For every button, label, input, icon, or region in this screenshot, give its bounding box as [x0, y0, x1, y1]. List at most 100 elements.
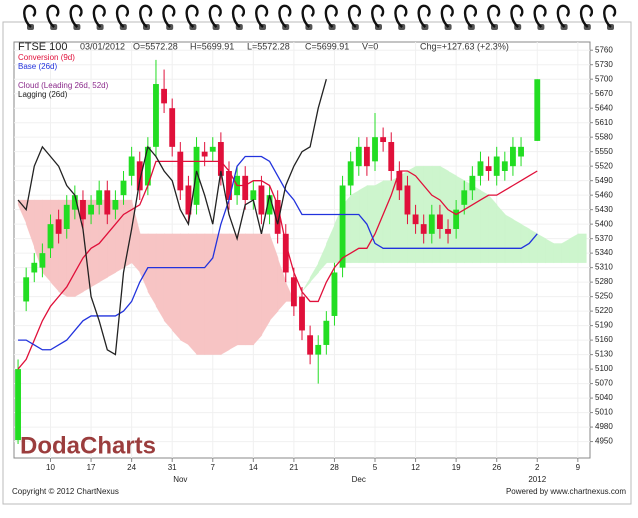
- candle-body: [323, 320, 330, 345]
- y-tick-label: 5490: [595, 176, 613, 185]
- ring: [324, 4, 338, 28]
- candle-body: [104, 190, 111, 215]
- y-tick-label: 5370: [595, 234, 613, 243]
- ring: [139, 4, 153, 28]
- candle-body: [493, 156, 500, 176]
- ring: [487, 4, 501, 28]
- x-tick-label: 19: [452, 463, 461, 472]
- y-tick-label: 5730: [595, 60, 613, 69]
- candle-body: [501, 161, 508, 172]
- cloud-area: [180, 233, 190, 346]
- candle-body: [96, 190, 103, 205]
- candle-body: [161, 88, 168, 104]
- y-tick-label: 5220: [595, 306, 613, 315]
- candle-body: [71, 195, 78, 210]
- candle-body: [169, 108, 176, 147]
- y-tick-label: 5610: [595, 118, 613, 127]
- candle-body: [307, 335, 314, 355]
- y-tick-label: 5700: [595, 74, 613, 83]
- indicator-line: [17, 160, 538, 370]
- x-month-label: 2012: [528, 475, 546, 484]
- cloud-area: [553, 243, 563, 263]
- y-tick-label: 5190: [595, 321, 613, 330]
- cloud-area: [163, 233, 173, 331]
- y-tick-label: 5520: [595, 161, 613, 170]
- candle-body: [80, 199, 86, 220]
- candle-body: [453, 209, 460, 229]
- cloud-area: [228, 233, 238, 351]
- candle-body: [153, 84, 159, 147]
- cloud-area: [374, 180, 384, 263]
- y-tick-label: 5310: [595, 263, 613, 272]
- cloud-area: [204, 233, 214, 355]
- copyright: Copyright © 2012 ChartNexus: [12, 487, 119, 496]
- y-tick-label: 5670: [595, 89, 613, 98]
- candle-body: [436, 214, 443, 229]
- y-tick-label: 5040: [595, 393, 613, 402]
- candle-body: [266, 195, 273, 215]
- cloud-area: [261, 233, 271, 336]
- candle-body: [209, 146, 216, 152]
- ring: [255, 4, 269, 28]
- cloud-area: [236, 233, 246, 346]
- y-tick-label: 5400: [595, 219, 613, 228]
- x-tick-label: 2: [535, 463, 540, 472]
- cloud-area: [123, 199, 133, 268]
- y-tick-label: 5460: [595, 190, 613, 199]
- quote-date: 03/01/2012: [80, 41, 125, 51]
- x-tick-label: 24: [127, 463, 136, 472]
- x-tick-label: 9: [576, 463, 581, 472]
- x-tick-label: 14: [249, 463, 258, 472]
- candle-body: [23, 277, 30, 302]
- candle-body: [355, 146, 362, 167]
- quote-field: V=0: [362, 41, 378, 51]
- candle-body: [380, 137, 387, 143]
- candle-body: [136, 161, 143, 191]
- x-tick-label: 28: [330, 463, 339, 472]
- y-tick-label: 4950: [595, 437, 613, 446]
- candle-body: [282, 233, 289, 273]
- indicator-line: [17, 79, 327, 356]
- candle-body: [47, 224, 54, 249]
- quote-field: C=5699.91: [305, 41, 349, 51]
- x-tick-label: 31: [168, 463, 177, 472]
- candle-body: [144, 146, 151, 186]
- candle-body: [15, 369, 21, 441]
- ring: [115, 4, 130, 28]
- cloud-area: [155, 233, 165, 322]
- cloud-area: [512, 219, 522, 263]
- candle-body: [510, 146, 516, 167]
- ring: [208, 4, 222, 28]
- candle-body: [477, 161, 484, 176]
- cloud-area: [382, 180, 392, 263]
- candle-body: [242, 175, 249, 200]
- y-tick-label: 5130: [595, 350, 613, 359]
- candle-body: [445, 228, 451, 234]
- cloud-area: [537, 233, 547, 263]
- candle-body: [201, 151, 208, 157]
- x-tick-label: 12: [411, 463, 420, 472]
- candle-body: [31, 262, 38, 273]
- cloud-area: [366, 185, 376, 263]
- ring: [301, 4, 315, 28]
- y-tick-label: 5250: [595, 292, 613, 301]
- cloud-area: [245, 233, 254, 346]
- candle-body: [63, 204, 70, 229]
- ring: [162, 4, 176, 28]
- cloud-area: [569, 233, 579, 263]
- ring: [92, 4, 106, 28]
- candle-body: [112, 199, 119, 210]
- quote-field: Chg=+127.63 (+2.3%): [420, 41, 509, 51]
- cloud-area: [577, 233, 587, 263]
- y-tick-label: 5430: [595, 205, 613, 214]
- ring: [231, 4, 246, 28]
- candle-body: [469, 175, 476, 191]
- legend-entry: Lagging (26d): [18, 90, 68, 99]
- x-month-label: Nov: [173, 475, 187, 484]
- ring: [347, 4, 362, 28]
- candle-body: [372, 137, 378, 162]
- y-tick-label: 5580: [595, 132, 613, 141]
- candle-body: [388, 142, 395, 172]
- cloud-area: [504, 214, 514, 263]
- candle-body: [39, 253, 46, 268]
